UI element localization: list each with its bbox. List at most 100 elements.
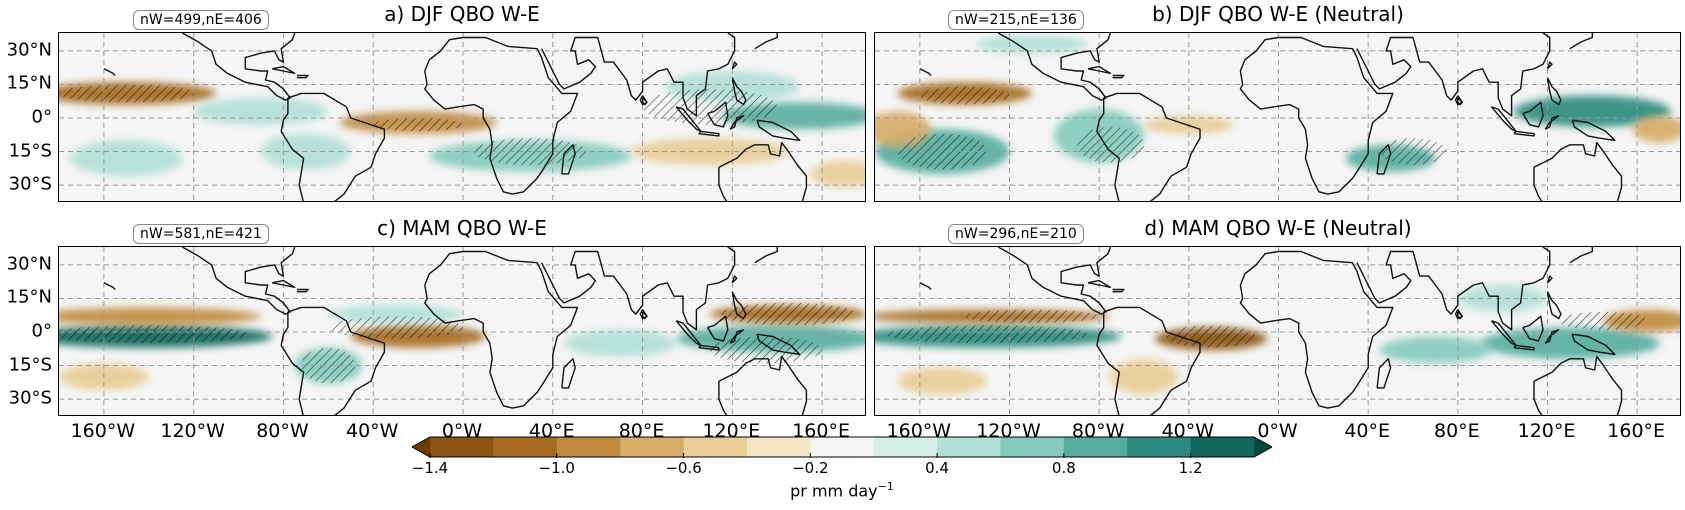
colorbar-tick-label: −1.0 [538, 459, 575, 477]
coastline [1239, 36, 1394, 195]
colorbar-bin [493, 437, 558, 457]
colorbar-bin [1127, 437, 1192, 457]
coastline [675, 320, 702, 347]
anomaly-region [897, 367, 988, 395]
colorbar-extend-high [1254, 437, 1272, 457]
coastline [997, 33, 1112, 101]
lat-tick-label: 15°S [8, 140, 52, 162]
anomaly-region [975, 35, 1088, 54]
anomaly-region [1110, 358, 1178, 395]
coastline [731, 291, 747, 320]
coastline [756, 119, 801, 142]
coastline [1544, 115, 1560, 130]
coastline [280, 306, 386, 415]
significance-hatching [1379, 138, 1447, 165]
coastline [641, 97, 648, 106]
coastline [1571, 119, 1616, 142]
colorbar-bin [873, 437, 938, 457]
coastline [1356, 33, 1551, 117]
coastline [1087, 279, 1112, 288]
coastline [1457, 311, 1463, 320]
colorbar-bin [430, 437, 494, 457]
coastline [1376, 144, 1392, 175]
lat-tick-label: 30°N [6, 253, 52, 275]
coastline [718, 381, 728, 415]
coastline [754, 33, 778, 50]
colorbar-bin [1063, 437, 1128, 457]
panel-title-c: c) MAM QBO W-E [377, 216, 547, 240]
map-panel-c [58, 246, 866, 416]
coastline [540, 247, 736, 331]
coastline [718, 167, 728, 201]
coastline [1457, 97, 1463, 106]
coastline [1239, 250, 1394, 409]
anomaly-region [1379, 336, 1492, 364]
coastline [1546, 275, 1553, 284]
significance-hatching [373, 118, 463, 132]
anomaly-region [810, 160, 865, 188]
panel-title-d: d) MAM QBO W-E (Neutral) [1144, 216, 1412, 240]
colorbar-tick-label: 1.2 [1178, 459, 1203, 477]
colorbar-tick-label: −0.2 [792, 459, 829, 477]
coastline [280, 92, 386, 201]
lon-tick-label: 80°E [1433, 420, 1480, 442]
coastline [424, 36, 579, 195]
coastline [1522, 101, 1544, 128]
coastline [272, 65, 296, 74]
significance-hatching [328, 316, 463, 339]
lon-tick-label: 80°W [256, 420, 309, 442]
coastline [1522, 315, 1544, 342]
colorbar-bin [746, 437, 811, 457]
coastline [296, 288, 309, 293]
colorbar-bin [556, 437, 621, 457]
coastline [919, 68, 932, 76]
significance-hatching [964, 309, 1100, 324]
colorbar-scale [412, 436, 1272, 458]
coastline [1087, 65, 1112, 74]
significance-hatching [919, 86, 1010, 105]
coastline [729, 329, 745, 344]
coastline [1513, 344, 1535, 351]
colorbar-label: pr mm day−1 [790, 480, 894, 501]
coastline [1569, 33, 1593, 50]
map-panel-d [874, 246, 1681, 416]
sample-count-box-b: nW=215,nE=136 [948, 10, 1084, 30]
coastline [1533, 355, 1623, 415]
sample-count-box-a: nW=499,nE=406 [133, 10, 269, 30]
coastline [1112, 288, 1125, 293]
colorbar-tick-label: 0.4 [925, 459, 949, 477]
significance-hatching [301, 347, 356, 384]
coastline [997, 247, 1112, 315]
coastline [919, 282, 932, 290]
lat-tick-label: 0° [31, 320, 52, 342]
coastline [729, 115, 745, 130]
coastline [718, 141, 808, 201]
significance-hatching [886, 325, 1088, 344]
colorbar: −1.4 −1.0 −0.6 −0.2 0.4 0.8 1.2 pr mm day−1 [412, 436, 1272, 506]
lon-tick-label: 40°E [1344, 420, 1390, 442]
coastline [754, 247, 778, 264]
sample-count-box-d: nW=296,nE=210 [948, 224, 1084, 244]
coastline [707, 101, 729, 128]
anomaly-region [70, 140, 183, 177]
coastline [1546, 77, 1562, 106]
anomaly-region [193, 97, 329, 125]
coastline [1544, 329, 1560, 344]
coastline [698, 130, 720, 137]
lat-tick-label: 30°S [8, 173, 52, 195]
coastline [1533, 381, 1543, 415]
coastline [182, 33, 296, 101]
lat-tick-label: 15°N [6, 286, 52, 308]
coastline [272, 279, 296, 288]
coastline [1096, 306, 1201, 415]
significance-hatching [59, 84, 194, 103]
anomaly-region [564, 329, 677, 357]
coastline [103, 282, 116, 290]
lon-tick-label: 160°W [70, 420, 136, 442]
coastline [1490, 320, 1517, 347]
coastline [675, 106, 702, 133]
colorbar-bin [937, 437, 1001, 457]
map-svg-b [875, 33, 1680, 201]
anomaly-region [1457, 285, 1548, 312]
colorbar-tick-label: 0.8 [1051, 459, 1076, 477]
